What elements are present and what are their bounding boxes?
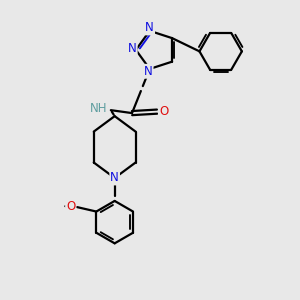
Text: NH: NH	[90, 102, 107, 115]
Text: N: N	[128, 42, 137, 55]
Text: O: O	[66, 200, 75, 213]
Text: N: N	[144, 65, 153, 78]
Text: N: N	[145, 21, 154, 34]
Text: N: N	[110, 172, 119, 184]
Text: O: O	[159, 105, 168, 118]
